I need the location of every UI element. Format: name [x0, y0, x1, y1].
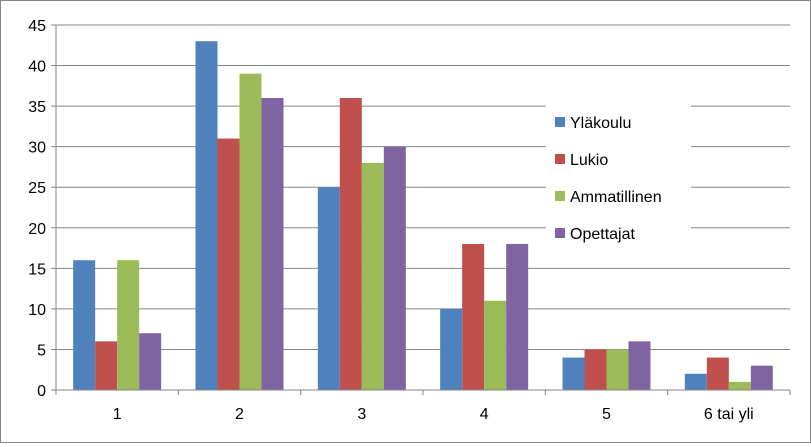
x-tick-label: 5 [602, 406, 611, 423]
bar-lukio-6 [706, 357, 729, 390]
legend-swatch [555, 191, 565, 201]
bar-ammatillinen-2 [239, 73, 262, 391]
bar-opettajat-4 [506, 244, 529, 390]
y-tick-label: 0 [37, 383, 46, 400]
bar-ammatillinen-5 [606, 349, 629, 390]
y-tick-label: 5 [37, 342, 46, 359]
x-tick-label: 3 [357, 406, 366, 423]
bar-opettajat-1 [139, 333, 162, 390]
bar-yl-koulu-1 [73, 260, 96, 390]
legend-label: Opettajat [570, 226, 635, 243]
legend-swatch [555, 154, 565, 164]
y-tick-label: 15 [28, 261, 46, 278]
bar-lukio-2 [217, 138, 240, 390]
y-tick-label: 10 [28, 302, 46, 319]
bar-opettajat-3 [383, 146, 406, 390]
gridlines [56, 24, 790, 350]
bar-opettajat-6 [750, 365, 773, 390]
x-tick-label: 2 [235, 406, 244, 423]
legend-swatch [555, 228, 565, 238]
bar-lukio-4 [462, 244, 485, 390]
bar-ammatillinen-3 [361, 162, 384, 390]
bar-lukio-1 [95, 341, 118, 390]
bar-ammatillinen-1 [117, 260, 140, 390]
bar-yl-koulu-6 [684, 373, 707, 390]
y-tick-label: 30 [28, 140, 46, 157]
y-tick-label: 40 [28, 59, 46, 76]
bar-ammatillinen-4 [484, 300, 507, 390]
legend-label: Lukio [570, 152, 608, 169]
y-tick-label: 25 [28, 180, 46, 197]
bar-opettajat-5 [628, 341, 651, 390]
legend-label: Yläkoulu [570, 115, 631, 132]
legend: Yläkoulu Lukio Ammatillinen Opettajat [546, 105, 691, 251]
bar-opettajat-2 [261, 98, 284, 390]
bar-lukio-5 [584, 349, 607, 390]
bar-lukio-3 [339, 98, 362, 390]
x-tick-label: 6 tai yli [704, 406, 754, 423]
legend-box [546, 105, 691, 251]
y-tick-label: 20 [28, 221, 46, 238]
legend-swatch [555, 117, 565, 127]
bars [73, 41, 773, 391]
x-tick-label: 1 [113, 406, 122, 423]
y-tick-label: 45 [28, 18, 46, 35]
bar-ammatillinen-6 [728, 381, 751, 390]
x-tick-label: 4 [480, 406, 489, 423]
legend-label: Ammatillinen [570, 189, 662, 206]
bar-yl-koulu-2 [195, 41, 218, 390]
bar-yl-koulu-5 [562, 357, 585, 390]
bar-yl-koulu-4 [440, 308, 463, 390]
y-tick-label: 35 [28, 99, 46, 116]
bar-yl-koulu-3 [317, 187, 340, 390]
